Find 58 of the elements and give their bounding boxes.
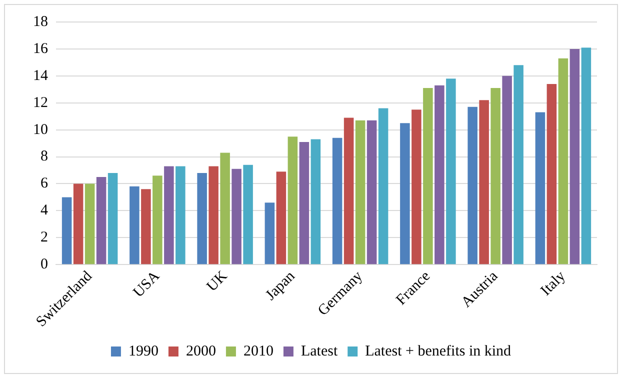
legend-label: Latest + benefits in kind (365, 343, 512, 360)
bar (434, 85, 444, 264)
bar (310, 139, 321, 264)
y-tick-label: 14 (33, 68, 48, 84)
y-tick-label: 16 (33, 40, 48, 57)
bar (332, 138, 342, 264)
bar (176, 166, 186, 264)
bar (502, 76, 512, 264)
bar (73, 184, 84, 264)
bar (62, 197, 72, 264)
bar (546, 84, 557, 264)
bar (84, 184, 95, 264)
y-tick-label: 6 (40, 176, 48, 192)
bar (208, 166, 218, 264)
bar (581, 48, 592, 264)
bar (479, 100, 489, 264)
y-tick-label: 2 (40, 230, 48, 246)
bar (366, 120, 377, 264)
bar (141, 189, 151, 264)
bar (355, 120, 366, 264)
bar (96, 177, 106, 264)
bar (264, 202, 275, 264)
bar (514, 65, 524, 264)
bar (570, 48, 580, 264)
bar (412, 110, 422, 264)
y-tick-label: 18 (33, 14, 48, 30)
bar (130, 186, 140, 264)
bar (152, 176, 162, 264)
bar (468, 106, 478, 264)
legend-label: Latest (300, 343, 338, 360)
bar (299, 142, 310, 264)
bar (288, 136, 298, 264)
x-tick-label: Italy (538, 268, 570, 300)
y-tick-label: 0 (40, 256, 48, 273)
y-tick-label: 10 (33, 122, 48, 138)
y-tick-label: 4 (40, 202, 48, 219)
bar (197, 172, 207, 264)
bar (276, 172, 286, 264)
bar (423, 88, 433, 264)
bar (378, 108, 388, 264)
bar (446, 78, 456, 264)
bar (232, 168, 242, 264)
legend-label: 1990 (128, 343, 158, 360)
bar (344, 118, 354, 264)
legend-label: 2010 (243, 343, 274, 360)
bar (243, 164, 253, 264)
bar (220, 152, 230, 264)
bar (164, 166, 174, 264)
bar (558, 58, 568, 264)
x-tick-label: UK (204, 268, 231, 295)
bar (535, 112, 546, 264)
bar (108, 172, 118, 264)
legend-label: 2000 (186, 343, 216, 360)
x-tick-label: USA (130, 268, 164, 301)
bar (490, 88, 500, 264)
y-tick-label: 12 (33, 94, 48, 111)
y-tick-label: 8 (40, 148, 48, 165)
bar (400, 123, 410, 264)
